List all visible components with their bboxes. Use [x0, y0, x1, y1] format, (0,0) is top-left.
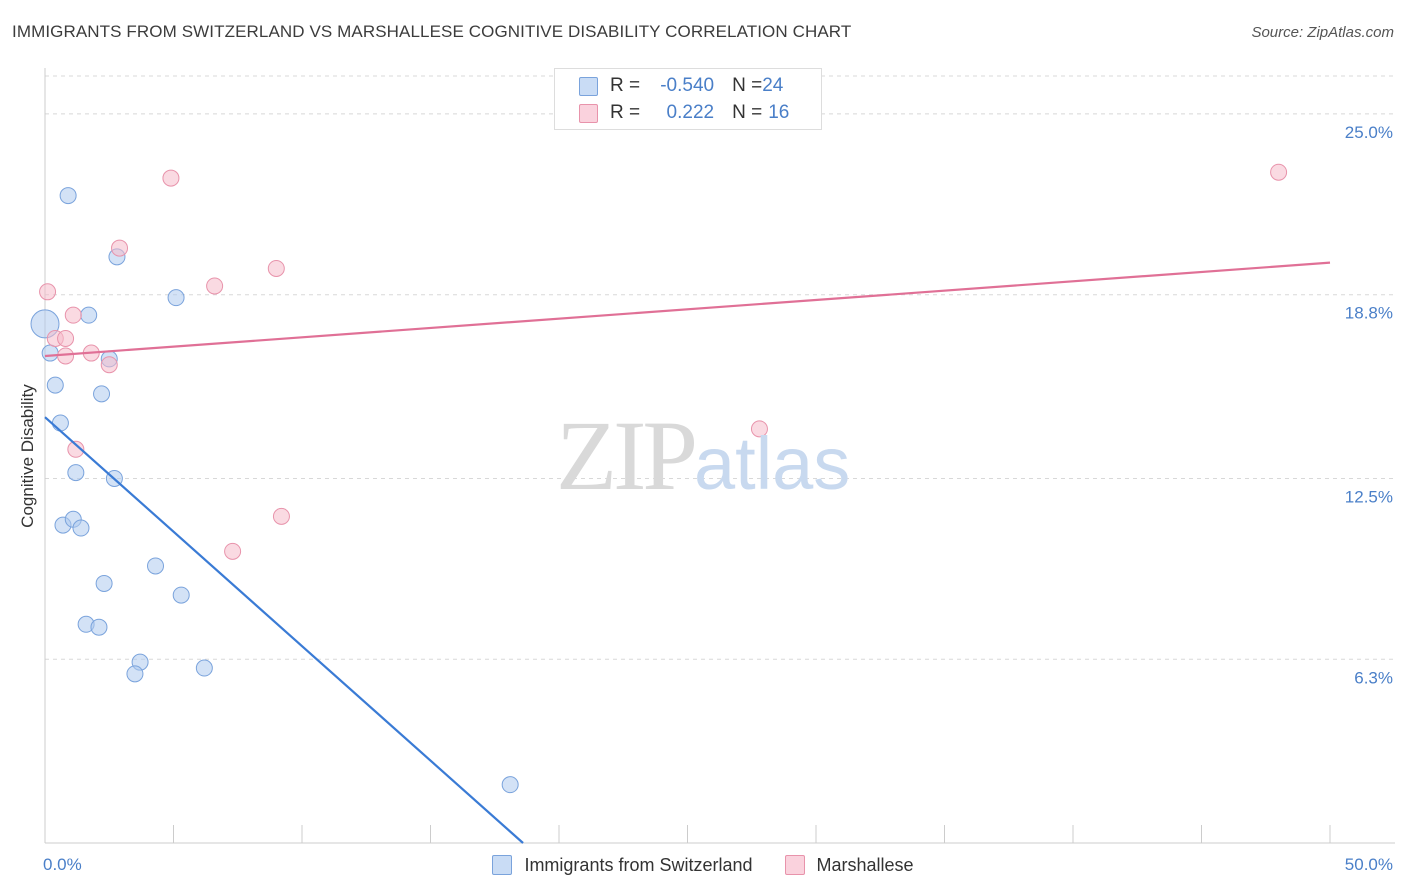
r-value: 0.222: [661, 102, 715, 123]
y-tick-label: 12.5%: [1345, 487, 1393, 506]
data-point-marshallese: [64, 306, 82, 324]
correlation-legend: R = -0.540 N = 24 R = 0.222 N = 16: [554, 68, 822, 130]
source-credit: Source: ZipAtlas.com: [1251, 24, 1394, 41]
data-point-switzerland: [80, 306, 98, 324]
r-value: -0.540: [660, 75, 715, 96]
data-point-marshallese: [100, 356, 118, 374]
legend-swatch-blue: [579, 76, 598, 96]
data-point-switzerland: [93, 385, 111, 403]
y-tick-label: 6.3%: [1354, 668, 1393, 687]
data-point-marshallese: [1270, 163, 1288, 181]
n-value: 24: [762, 75, 784, 96]
data-point-switzerland: [51, 414, 69, 432]
y-tick-label: 25.0%: [1345, 123, 1393, 142]
data-point-switzerland: [90, 618, 108, 636]
data-point-switzerland: [46, 376, 64, 394]
legend-row-switzerland: R = -0.540 N = 24: [579, 73, 783, 99]
data-point-switzerland: [172, 586, 190, 604]
data-point-marshallese: [111, 239, 129, 257]
data-point-marshallese: [39, 283, 57, 301]
legend-label-switzerland: Immigrants from Switzerland: [524, 854, 753, 875]
data-point-marshallese: [206, 277, 224, 295]
legend-item-marshallese[interactable]: Marshallese: [784, 854, 914, 876]
data-point-marshallese: [162, 169, 180, 187]
data-point-marshallese: [67, 440, 85, 458]
data-point-switzerland: [95, 574, 113, 592]
legend-item-switzerland[interactable]: Immigrants from Switzerland: [492, 854, 753, 876]
trend-line-switzerland: [44, 416, 524, 844]
series-legend: Immigrants from Switzerland Marshallese: [0, 851, 1406, 879]
watermark: ZIPatlas: [556, 398, 850, 513]
watermark-atlas: atlas: [694, 422, 851, 505]
data-point-marshallese: [750, 420, 768, 438]
legend-row-marshallese: R = 0.222 N = 16: [579, 100, 789, 126]
x-tick-label: 50.0%: [1345, 855, 1393, 874]
legend-label-marshallese: Marshallese: [816, 854, 914, 875]
data-point-switzerland: [167, 289, 185, 307]
x-tick-label: 0.0%: [43, 855, 82, 874]
data-point-marshallese: [272, 507, 290, 525]
data-point-switzerland: [67, 464, 85, 482]
trend-line-marshallese: [44, 261, 1331, 358]
y-tick-label: 18.8%: [1345, 304, 1393, 323]
data-point-switzerland: [41, 344, 59, 362]
data-point-switzerland: [147, 557, 165, 575]
n-label: N =: [732, 102, 763, 123]
data-point-switzerland: [195, 659, 213, 677]
data-point-marshallese: [57, 329, 75, 347]
data-point-marshallese: [267, 259, 285, 277]
data-point-switzerland: [501, 776, 519, 794]
legend-swatch-pink: [579, 103, 598, 123]
data-point-switzerland: [59, 187, 77, 205]
chart-title: IMMIGRANTS FROM SWITZERLAND VS MARSHALLE…: [12, 22, 852, 41]
data-point-switzerland: [72, 519, 90, 537]
n-label: N =: [732, 75, 763, 96]
watermark-zip: ZIP: [556, 400, 698, 511]
r-label: R =: [610, 102, 641, 123]
data-point-marshallese: [224, 542, 242, 560]
y-axis-label: Cognitive Disability: [18, 384, 37, 528]
legend-swatch-blue: [492, 855, 513, 875]
r-label: R =: [610, 75, 641, 96]
legend-swatch-pink: [784, 855, 805, 875]
n-value: 16: [768, 102, 790, 123]
data-point-switzerland: [126, 665, 144, 683]
